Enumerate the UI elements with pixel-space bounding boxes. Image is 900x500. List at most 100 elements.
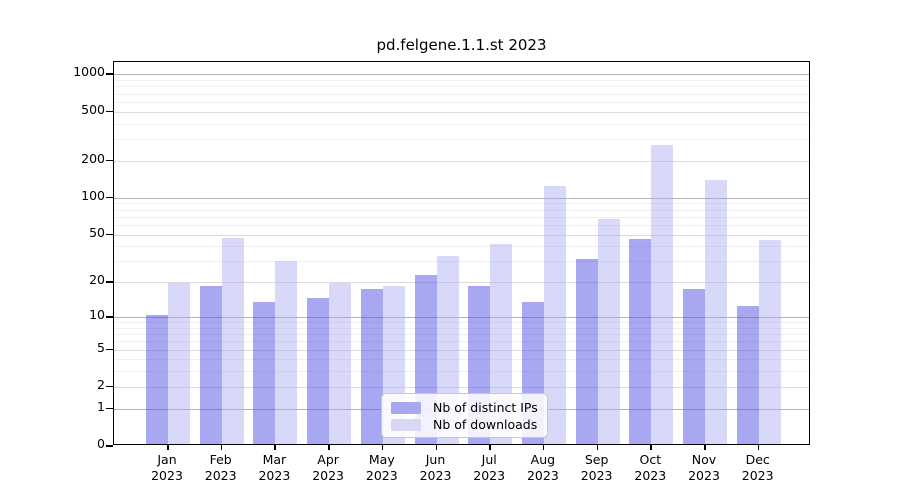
- gridline-8: [114, 327, 809, 329]
- y-tick-label-2: 2: [97, 376, 105, 392]
- y-tick-label-0: 0: [97, 436, 105, 451]
- y-tick-5: [106, 348, 113, 351]
- gridline-600: [114, 101, 809, 103]
- x-tick-year: 2023: [526, 468, 559, 484]
- gridline-500: [114, 111, 809, 113]
- x-tick-jul: [489, 445, 491, 450]
- x-tick-label-mar: Mar 2023: [244, 452, 304, 485]
- bar-distinct-ips-dec: [736, 306, 759, 444]
- gridline-200: [114, 160, 809, 162]
- x-tick-year: 2023: [419, 468, 452, 484]
- x-tick-month: Apr: [317, 452, 339, 467]
- x-tick-year: 2023: [580, 468, 613, 484]
- legend-swatch-distinct-ips: [391, 401, 421, 414]
- x-tick-label-feb: Feb 2023: [191, 452, 251, 485]
- y-tick-label-1000: 1000: [73, 64, 105, 80]
- x-tick-month: Jun: [425, 452, 446, 467]
- bar-distinct-ips-may: [360, 288, 383, 444]
- gridline-1000: [114, 74, 809, 76]
- x-tick-label-nov: Nov 2023: [674, 452, 734, 485]
- y-tick-label-10: 10: [89, 307, 105, 322]
- bar-distinct-ips-jan: [146, 315, 168, 444]
- gridline-5: [114, 349, 809, 351]
- bar-downloads-sep: [597, 218, 620, 444]
- gridline-60: [114, 224, 809, 226]
- bar-downloads-jan: [168, 282, 190, 444]
- bar-distinct-ips-feb: [199, 285, 222, 444]
- x-tick-month: Aug: [530, 452, 556, 467]
- x-tick-year: 2023: [365, 468, 398, 484]
- bar-downloads-dec: [758, 240, 781, 444]
- x-tick-month: Dec: [745, 452, 770, 467]
- x-tick-year: 2023: [688, 468, 720, 484]
- x-tick-month: Oct: [639, 452, 662, 467]
- y-tick-500: [106, 110, 113, 112]
- y-tick-label-500: 500: [81, 101, 105, 117]
- y-tick-1000: [106, 73, 113, 75]
- gridline-400: [114, 123, 809, 125]
- gridline-300: [114, 139, 809, 140]
- x-tick-label-jul: Jul 2023: [459, 452, 519, 485]
- gridline-10: [114, 317, 809, 318]
- y-tick-10: [106, 316, 113, 318]
- gridline-6: [114, 341, 809, 343]
- x-tick-month: Feb: [209, 452, 232, 467]
- bar-distinct-ips-apr: [307, 298, 330, 444]
- x-tick-month: May: [368, 452, 395, 467]
- gridline-80: [114, 209, 809, 211]
- x-tick-year: 2023: [204, 468, 237, 484]
- bar-downloads-nov: [705, 179, 727, 444]
- x-tick-dec: [757, 445, 760, 450]
- legend-label-distinct-ips: Nb of distinct IPs: [433, 400, 538, 415]
- x-tick-label-dec: Dec 2023: [728, 452, 788, 485]
- x-tick-label-aug: Aug 2023: [513, 452, 573, 485]
- y-tick-1: [106, 407, 113, 410]
- y-tick-label-100: 100: [81, 187, 105, 203]
- x-tick-year: 2023: [634, 468, 667, 484]
- bar-downloads-feb: [221, 238, 244, 444]
- x-tick-label-sep: Sep 2023: [567, 452, 627, 485]
- x-tick-jun: [435, 445, 437, 450]
- gridline-40: [114, 246, 809, 248]
- gridline-100: [114, 197, 809, 199]
- gridline-800: [114, 86, 809, 88]
- x-tick-feb: [220, 445, 223, 450]
- x-tick-apr: [328, 445, 330, 450]
- x-tick-oct: [650, 445, 652, 450]
- y-tick-label-50: 50: [89, 224, 105, 240]
- bar-downloads-aug: [543, 186, 566, 444]
- x-tick-month: Mar: [262, 452, 287, 467]
- x-tick-aug: [542, 445, 545, 450]
- x-tick-year: 2023: [741, 468, 774, 484]
- y-tick-label-200: 200: [81, 150, 105, 166]
- gridline-900: [114, 80, 809, 81]
- y-tick-200: [106, 159, 113, 162]
- chart-title: pd.felgene.1.1.st 2023: [376, 36, 547, 54]
- x-tick-label-apr: Apr 2023: [298, 452, 358, 485]
- bar-distinct-ips-nov: [683, 288, 705, 444]
- y-tick-50: [106, 233, 113, 235]
- legend-swatch-downloads: [391, 418, 421, 431]
- gridline-20: [114, 282, 809, 284]
- gridline-7: [114, 334, 809, 336]
- x-tick-mar: [274, 445, 276, 450]
- x-tick-nov: [704, 445, 706, 450]
- y-tick-label-5: 5: [97, 339, 105, 355]
- gridline-90: [114, 203, 809, 205]
- x-tick-label-jun: Jun 2023: [406, 452, 466, 485]
- x-tick-jan: [167, 445, 169, 450]
- x-tick-year: 2023: [312, 468, 344, 484]
- legend-item-distinct-ips: Nb of distinct IPs: [391, 400, 538, 415]
- bar-distinct-ips-sep: [575, 259, 598, 444]
- bar-downloads-oct: [651, 144, 674, 444]
- x-tick-may: [381, 445, 384, 450]
- legend-label-downloads: Nb of downloads: [433, 417, 538, 432]
- x-tick-sep: [596, 445, 599, 450]
- x-tick-label-may: May 2023: [352, 452, 412, 485]
- gridline-4: [114, 359, 809, 361]
- bar-distinct-ips-oct: [629, 239, 652, 444]
- bar-distinct-ips-mar: [253, 302, 276, 444]
- gridline-2: [114, 386, 809, 388]
- gridline-50: [114, 234, 809, 236]
